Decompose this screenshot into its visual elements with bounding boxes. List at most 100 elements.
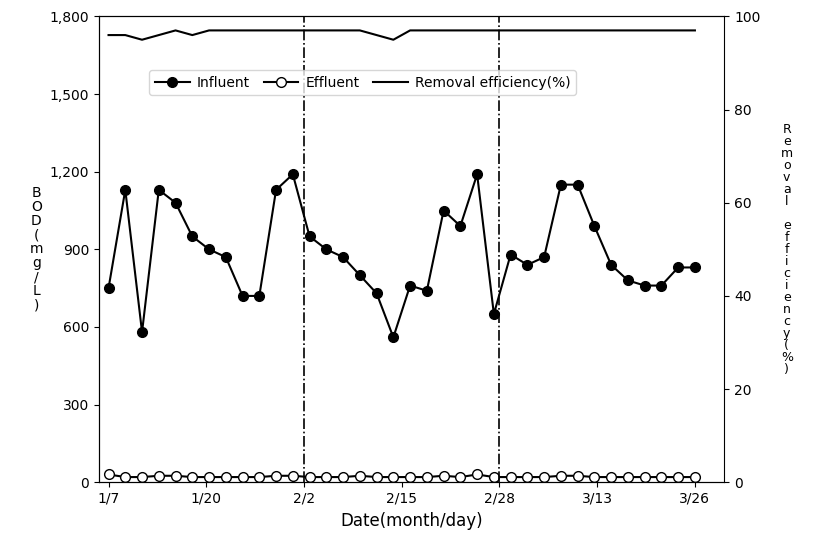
Removal efficiency(%) (154, 32, 164, 38)
Removal efficiency(%) (322, 27, 332, 34)
Influent (690, 264, 700, 271)
Removal efficiency(%) (388, 36, 398, 43)
Removal efficiency(%) (120, 32, 130, 38)
Influent (623, 277, 633, 284)
Influent (573, 181, 583, 188)
Influent (254, 293, 264, 299)
Influent (188, 233, 198, 239)
Influent (673, 264, 683, 271)
Effluent (639, 474, 649, 481)
Removal efficiency(%) (639, 27, 649, 34)
Influent (556, 181, 566, 188)
Influent (355, 272, 365, 278)
Removal efficiency(%) (238, 27, 248, 34)
Influent (388, 334, 398, 341)
Effluent (154, 472, 164, 479)
Removal efficiency(%) (355, 27, 365, 34)
Effluent (170, 472, 180, 479)
Effluent (623, 474, 633, 481)
Line: Influent: Influent (104, 169, 700, 342)
Removal efficiency(%) (573, 27, 583, 34)
Line: Effluent: Effluent (104, 470, 700, 482)
Influent (322, 246, 332, 253)
Influent (657, 282, 667, 289)
Effluent (355, 472, 365, 479)
Influent (154, 186, 164, 193)
Influent (539, 254, 549, 260)
Text: R
e
m
o
v
a
l
 
e
f
f
i
c
i
e
n
c
y
(
%
): R e m o v a l e f f i c i e n c y ( % ) (781, 123, 793, 376)
Removal efficiency(%) (170, 27, 180, 34)
Effluent (405, 474, 415, 481)
Effluent (372, 474, 382, 481)
Influent (238, 293, 248, 299)
Removal efficiency(%) (439, 27, 449, 34)
Effluent (422, 474, 432, 481)
Effluent (288, 472, 298, 479)
Removal efficiency(%) (505, 27, 515, 34)
Effluent (254, 474, 264, 481)
Removal efficiency(%) (623, 27, 633, 34)
Effluent (137, 474, 147, 481)
Influent (305, 233, 314, 239)
Effluent (556, 472, 566, 479)
Removal efficiency(%) (690, 27, 700, 34)
Influent (338, 254, 348, 260)
Influent (523, 261, 532, 268)
Effluent (690, 474, 700, 481)
Influent (607, 261, 616, 268)
Removal efficiency(%) (188, 32, 198, 38)
Removal efficiency(%) (271, 27, 281, 34)
Removal efficiency(%) (455, 27, 465, 34)
Removal efficiency(%) (372, 32, 382, 38)
Effluent (505, 474, 515, 481)
Influent (505, 251, 515, 258)
Influent (137, 329, 147, 335)
Effluent (539, 474, 549, 481)
Removal efficiency(%) (422, 27, 432, 34)
Influent (422, 288, 432, 294)
Effluent (607, 474, 616, 481)
Legend: Influent, Effluent, Removal efficiency(%): Influent, Effluent, Removal efficiency(%… (150, 70, 576, 95)
Effluent (657, 474, 667, 481)
Removal efficiency(%) (539, 27, 549, 34)
Influent (104, 285, 114, 292)
Effluent (221, 474, 230, 481)
Effluent (523, 474, 532, 481)
Effluent (204, 474, 214, 481)
Effluent (573, 472, 583, 479)
Effluent (455, 474, 465, 481)
Effluent (673, 474, 683, 481)
Effluent (388, 474, 398, 481)
Removal efficiency(%) (673, 27, 683, 34)
Removal efficiency(%) (221, 27, 230, 34)
Effluent (338, 474, 348, 481)
Effluent (322, 474, 332, 481)
Text: B
O
D
(
m
g
/
L
): B O D ( m g / L ) (30, 186, 43, 312)
Removal efficiency(%) (137, 36, 147, 43)
Effluent (489, 474, 499, 481)
Influent (455, 223, 465, 230)
Effluent (104, 471, 114, 478)
Influent (489, 311, 499, 317)
Influent (472, 171, 482, 178)
Removal efficiency(%) (254, 27, 264, 34)
Influent (439, 207, 449, 214)
Effluent (305, 474, 314, 481)
Influent (271, 186, 281, 193)
Removal efficiency(%) (305, 27, 314, 34)
Removal efficiency(%) (338, 27, 348, 34)
Influent (170, 199, 180, 206)
Removal efficiency(%) (288, 27, 298, 34)
X-axis label: Date(month/day): Date(month/day) (340, 511, 483, 529)
Effluent (238, 474, 248, 481)
Effluent (589, 474, 599, 481)
Effluent (271, 472, 281, 479)
Influent (639, 282, 649, 289)
Effluent (472, 471, 482, 478)
Removal efficiency(%) (104, 32, 114, 38)
Removal efficiency(%) (607, 27, 616, 34)
Removal efficiency(%) (657, 27, 667, 34)
Influent (372, 290, 382, 296)
Removal efficiency(%) (589, 27, 599, 34)
Line: Removal efficiency(%): Removal efficiency(%) (109, 30, 695, 40)
